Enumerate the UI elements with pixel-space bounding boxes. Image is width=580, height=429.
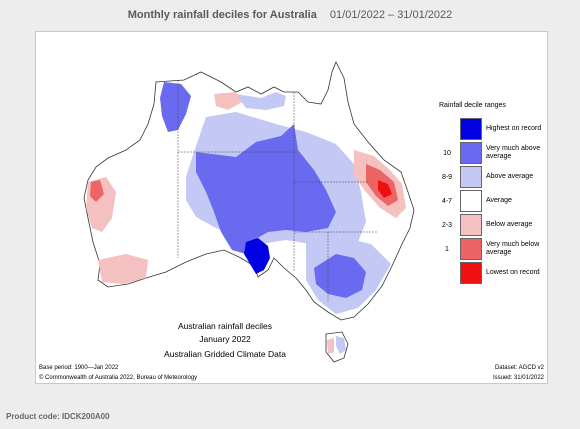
legend-item-very-much-above: 10 Very much above average (434, 142, 556, 164)
page-title: Monthly rainfall deciles for Australia 0… (0, 9, 580, 21)
legend-label: Highest on record (486, 125, 542, 132)
copyright: © Commonwealth of Australia 2022, Bureau… (39, 375, 198, 381)
legend-label: Very much below average (486, 241, 540, 256)
base-period: Base period: 1900—Jan 2022 (39, 365, 119, 371)
legend-code: 4-7 (441, 197, 453, 205)
legend-item-very-much-below: 1 Very much below average (434, 238, 556, 260)
product-code: Product code: IDCK200A00 (6, 412, 110, 421)
map-panel: Rainfall decile ranges Highest on record… (35, 31, 548, 384)
legend-code: 8-9 (441, 173, 453, 181)
legend-swatch (460, 214, 482, 236)
legend-code: 1 (445, 245, 449, 253)
legend-label: Lowest on record (486, 269, 540, 276)
highest-on-record-south (244, 238, 270, 274)
very-much-above-average-central (196, 124, 336, 254)
legend-item-above: 8-9 Above average (434, 166, 556, 188)
below-average-north (214, 92, 242, 110)
very-much-above-average-west (160, 82, 191, 132)
legend-swatch (460, 190, 482, 212)
legend-label: Average (486, 197, 512, 204)
very-much-above-average-southeast (314, 254, 366, 298)
legend-title: Rainfall decile ranges (439, 102, 506, 109)
legend-item-below: 2-3 Below average (434, 214, 556, 236)
lowest-on-record-queensland (378, 180, 392, 198)
issued-date: Issued: 31/01/2022 (492, 375, 544, 381)
caption-dataset: Australian Gridded Climate Data (164, 349, 286, 359)
state-borders (177, 80, 378, 302)
legend-code: 10 (443, 149, 451, 157)
legend-code: 2-3 (441, 221, 453, 229)
legend-swatch (460, 118, 482, 140)
very-much-below-average-west (90, 180, 104, 202)
caption-month: January 2022 (199, 334, 251, 344)
legend-item-lowest: Lowest on record (434, 262, 556, 284)
legend-item-average: 4-7 Average (434, 190, 556, 212)
legend-item-highest: Highest on record (434, 118, 556, 140)
dataset-label: Dataset: AGCD v2 (494, 365, 544, 371)
date-range: 01/01/2022 – 31/01/2022 (329, 9, 453, 21)
australia-rainfall-map (83, 61, 415, 363)
legend-swatch (460, 166, 482, 188)
legend-label: Below average (486, 221, 533, 228)
below-average-southwest (98, 254, 148, 284)
legend-label: Above average (486, 173, 534, 180)
legend-label: Very much above average (486, 145, 541, 160)
above-average-north (236, 92, 286, 110)
tasmania-above-average (336, 336, 346, 354)
legend-swatch (460, 262, 482, 284)
legend-swatch (460, 142, 482, 164)
tasmania-below-average (327, 338, 334, 354)
caption-title: Australian rainfall deciles (177, 321, 273, 331)
legend-swatch (460, 238, 482, 260)
map-title: Monthly rainfall deciles for Australia (127, 9, 317, 21)
